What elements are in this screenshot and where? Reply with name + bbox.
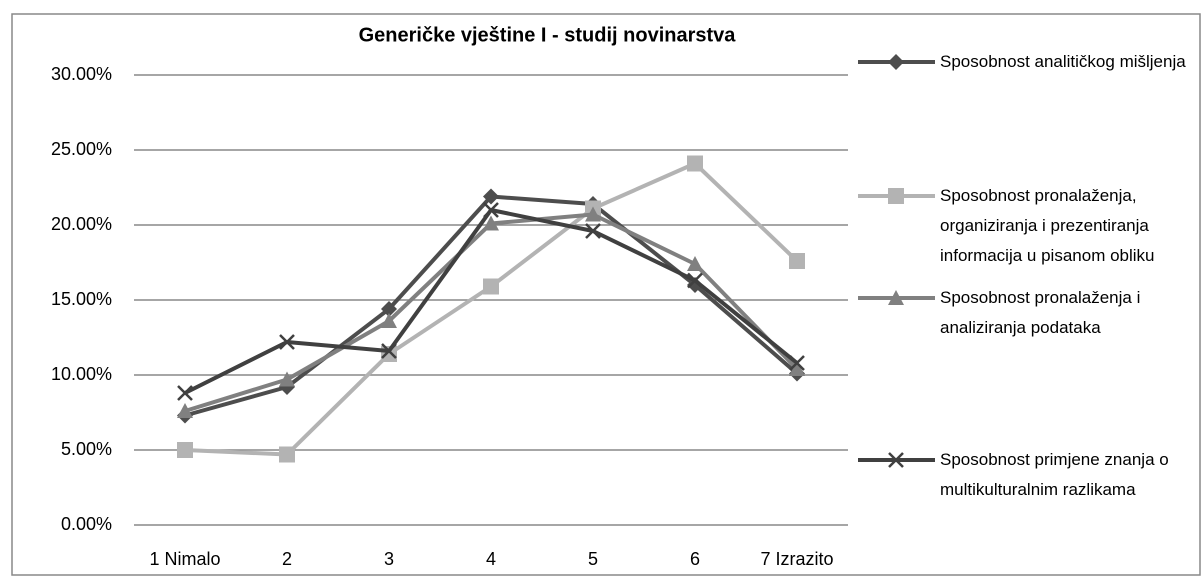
- marker: [789, 355, 805, 371]
- marker: [585, 223, 601, 239]
- marker: [888, 54, 904, 70]
- marker: [888, 290, 904, 305]
- legend-label: Sposobnost pronalaženja, organiziranja i…: [940, 186, 1155, 265]
- x-tick-label: 5: [588, 549, 598, 569]
- marker: [483, 278, 499, 295]
- marker: [888, 452, 904, 468]
- legend-label: Sposobnost primjene znanja o multikultur…: [940, 450, 1169, 499]
- marker: [483, 215, 499, 231]
- marker: [789, 253, 805, 269]
- x-tick-label: 4: [486, 549, 496, 569]
- x-tick-label: 6: [690, 549, 700, 569]
- x-tick-label: 2: [282, 549, 292, 569]
- x-tick-label: 1 Nimalo: [149, 549, 220, 569]
- marker: [381, 301, 397, 317]
- y-tick-label: 20.00%: [51, 214, 112, 234]
- marker: [279, 371, 295, 387]
- x-tick-label: 7 Izrazito: [760, 549, 833, 569]
- marker: [381, 313, 397, 328]
- marker: [279, 334, 295, 350]
- y-tick-label: 25.00%: [51, 139, 112, 159]
- y-tick-label: 30.00%: [51, 64, 112, 84]
- chart-title: Generičke vještine I - studij novinarstv…: [359, 24, 737, 46]
- marker: [888, 188, 904, 204]
- marker: [687, 155, 703, 172]
- marker: [381, 343, 397, 359]
- marker: [687, 272, 703, 289]
- marker: [279, 446, 295, 463]
- legend-label: Sposobnost pronalaženja i analiziranja p…: [940, 288, 1141, 337]
- y-tick-label: 10.00%: [51, 364, 112, 384]
- marker: [177, 442, 193, 458]
- marker: [483, 188, 499, 205]
- y-tick-label: 0.00%: [61, 514, 112, 534]
- marker: [585, 206, 601, 222]
- marker: [687, 256, 703, 271]
- marker: [789, 361, 805, 376]
- legend-label: Sposobnost analitičkog mišljenja: [940, 52, 1186, 71]
- marker: [177, 385, 193, 401]
- y-tick-label: 5.00%: [61, 439, 112, 459]
- marker: [483, 202, 499, 218]
- marker: [177, 403, 193, 418]
- y-tick-label: 15.00%: [51, 289, 112, 309]
- x-tick-label: 3: [384, 549, 394, 569]
- marker: [687, 277, 703, 293]
- chart-border: [11, 13, 1201, 576]
